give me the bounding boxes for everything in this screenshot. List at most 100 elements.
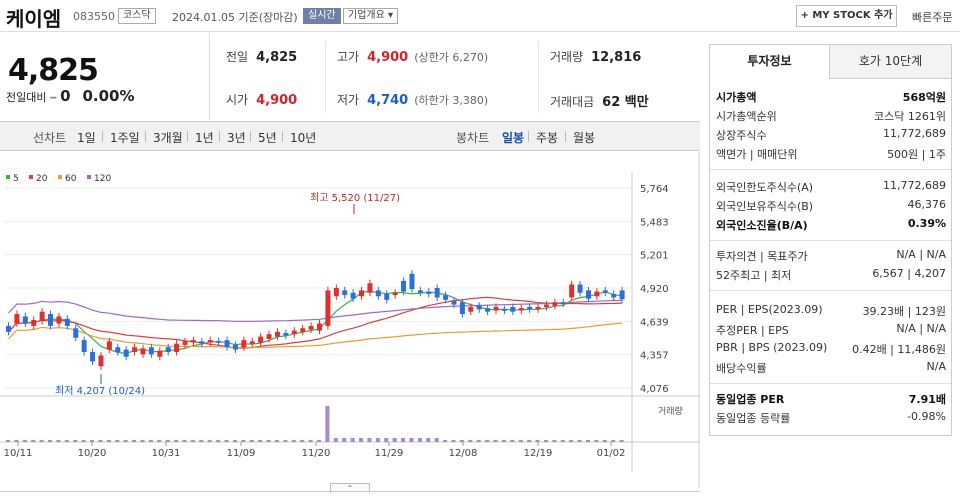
candle-body bbox=[485, 308, 491, 312]
info-key: 투자의견 | 목표주가 bbox=[716, 250, 808, 263]
candle-body bbox=[182, 341, 188, 345]
volume-bar bbox=[409, 438, 414, 442]
period-3y[interactable]: 3년 bbox=[227, 131, 246, 145]
volume-bar bbox=[216, 440, 221, 442]
candle-body bbox=[333, 288, 339, 297]
chart-resize-handle[interactable]: ⌃ bbox=[330, 483, 370, 493]
volume-bar bbox=[300, 440, 305, 442]
low-value: 4,740 bbox=[367, 93, 409, 108]
volume-bar bbox=[308, 440, 313, 442]
company-info-dropdown[interactable]: 기업개요 ▾ bbox=[343, 8, 398, 24]
info-key: 동일업종 등락률 bbox=[716, 412, 791, 425]
ma-line-120 bbox=[8, 299, 623, 322]
candle-body bbox=[342, 290, 348, 296]
candle-body bbox=[216, 341, 222, 343]
candle-series bbox=[6, 204, 625, 384]
candle-body bbox=[22, 316, 28, 324]
period-1d[interactable]: 1일 bbox=[77, 131, 96, 145]
volume-bar bbox=[317, 440, 321, 442]
change-pct: 0.00% bbox=[82, 87, 135, 105]
x-tick-label: 10/11 bbox=[4, 448, 33, 459]
candle-body bbox=[401, 280, 407, 292]
info-value: 0.42배 | 11,486원 bbox=[852, 343, 946, 356]
y-tick-label: 4,076 bbox=[640, 384, 669, 395]
change-label: 전일대비 bbox=[6, 91, 47, 104]
info-row: 동일업종 등락률 -0.98% bbox=[716, 410, 946, 428]
candle-body bbox=[274, 331, 280, 337]
x-tick-label: 11/29 bbox=[375, 448, 404, 459]
realtime-button[interactable]: 실시간 bbox=[303, 8, 341, 24]
price-chart[interactable]: 5 20 60 120 5,764 5,483 5,201 4,920 4,639 4,357 4… bbox=[0, 152, 700, 487]
candle-body bbox=[585, 290, 591, 299]
candle-body bbox=[6, 325, 11, 332]
period-1y[interactable]: 1년 bbox=[195, 131, 214, 145]
candle-body bbox=[106, 341, 112, 350]
lower-limit: (하한가 3,380) bbox=[414, 94, 489, 107]
info-value: N/A | N/A bbox=[896, 248, 946, 261]
volume-bar bbox=[367, 438, 372, 442]
tab-investment-info[interactable]: 투자정보 bbox=[710, 45, 830, 79]
info-key: 시가총액 bbox=[716, 91, 757, 104]
period-3m[interactable]: 3개월 bbox=[153, 131, 183, 145]
info-value: 코스닥 1261위 bbox=[874, 110, 946, 123]
info-row: 외국인한도주식수(A) 11,772,689 bbox=[716, 179, 946, 197]
candle-weekly[interactable]: 주봉 bbox=[536, 131, 559, 145]
candle-body bbox=[577, 284, 583, 293]
fast-order-link[interactable]: 빠른주문 bbox=[912, 11, 953, 24]
volume-bar bbox=[569, 440, 574, 442]
period-10y[interactable]: 10년 bbox=[290, 131, 317, 145]
candle-body bbox=[14, 314, 20, 324]
candle-body bbox=[73, 328, 79, 338]
volume-bar bbox=[375, 438, 380, 442]
divider bbox=[0, 491, 700, 492]
price-detail: 전일 4,825 고가 4,900 (상한가 6,270) 거래량 12,816 시가 4… bbox=[212, 33, 700, 120]
chart-legend: 5 20 60 120 bbox=[6, 174, 111, 184]
candle-body bbox=[98, 355, 104, 367]
volume-bar bbox=[392, 438, 397, 442]
candle-daily[interactable]: 일봉 bbox=[502, 131, 525, 145]
investment-info-panel: 투자정보 호가 10단계 시가총액 568억원 시가총액순위 코스닥 1261위 상장주… bbox=[709, 44, 952, 436]
volume-bar bbox=[157, 440, 162, 442]
candle-body bbox=[611, 293, 617, 298]
candle-body bbox=[451, 301, 457, 305]
info-row: 시가총액 568억원 bbox=[716, 89, 946, 107]
moving-average-lines bbox=[8, 290, 623, 355]
candle-monthly[interactable]: 월봉 bbox=[573, 131, 596, 145]
candle-body bbox=[518, 308, 524, 311]
open-price: 시가 4,900 bbox=[226, 91, 297, 108]
candle-body bbox=[468, 306, 474, 312]
prev-close: 전일 4,825 bbox=[226, 48, 297, 65]
volume-bar bbox=[577, 440, 582, 442]
candle-body bbox=[443, 295, 449, 300]
divider bbox=[538, 41, 539, 113]
tab-orderbook[interactable]: 호가 10단계 bbox=[830, 45, 951, 79]
info-row: 추정PER | EPS N/A | N/A bbox=[716, 322, 946, 340]
legend-label: 120 bbox=[94, 174, 111, 184]
candle-body bbox=[434, 288, 440, 298]
volume-bar bbox=[148, 440, 153, 442]
volume-bar bbox=[241, 440, 246, 442]
current-price-box: 4,825 전일대비 ━ 0 0.00% bbox=[0, 33, 210, 120]
candle-body bbox=[459, 302, 465, 315]
divider bbox=[325, 41, 326, 113]
candle-body bbox=[619, 290, 625, 300]
volume-bar bbox=[543, 440, 548, 442]
stock-name: 케이엠 bbox=[6, 7, 62, 31]
volume-bar bbox=[249, 440, 254, 442]
info-value: 46,376 bbox=[907, 198, 947, 211]
volume-bar bbox=[14, 440, 19, 442]
volume-bar bbox=[350, 438, 355, 442]
candle-body bbox=[224, 340, 230, 348]
candle-chart-label: 봉차트 bbox=[456, 131, 490, 145]
volume-bar bbox=[174, 440, 179, 442]
candle-body bbox=[501, 309, 507, 311]
current-price: 4,825 bbox=[8, 53, 99, 88]
info-value: 0.39% bbox=[907, 217, 946, 230]
candle-body bbox=[384, 293, 390, 300]
volume-bar bbox=[476, 440, 481, 442]
y-tick-label: 5,764 bbox=[640, 184, 669, 195]
add-mystock-button[interactable]: + MY STOCK 추가 bbox=[796, 5, 897, 27]
volume-bar bbox=[552, 440, 557, 442]
period-1w[interactable]: 1주일 bbox=[110, 131, 140, 145]
period-5y[interactable]: 5년 bbox=[258, 131, 277, 145]
